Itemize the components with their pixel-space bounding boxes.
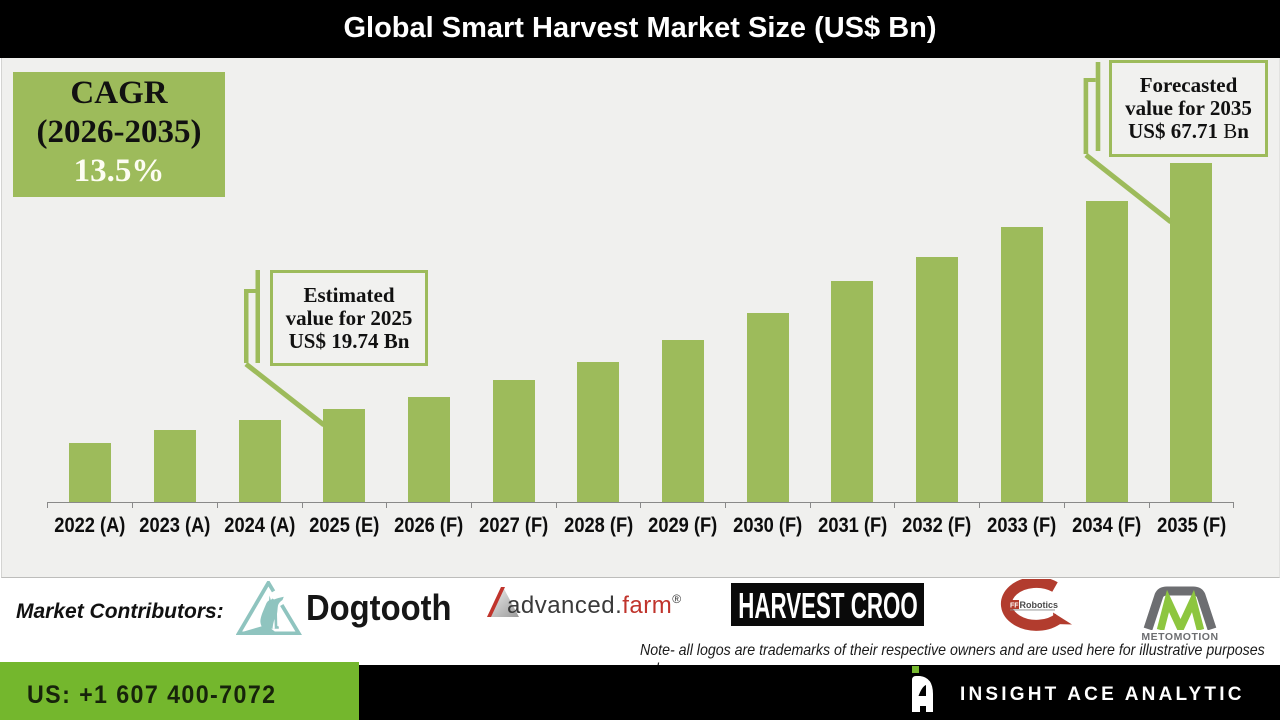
svg-text:FF: FF [1010,603,1019,610]
svg-text:Robotics: Robotics [1020,600,1059,610]
